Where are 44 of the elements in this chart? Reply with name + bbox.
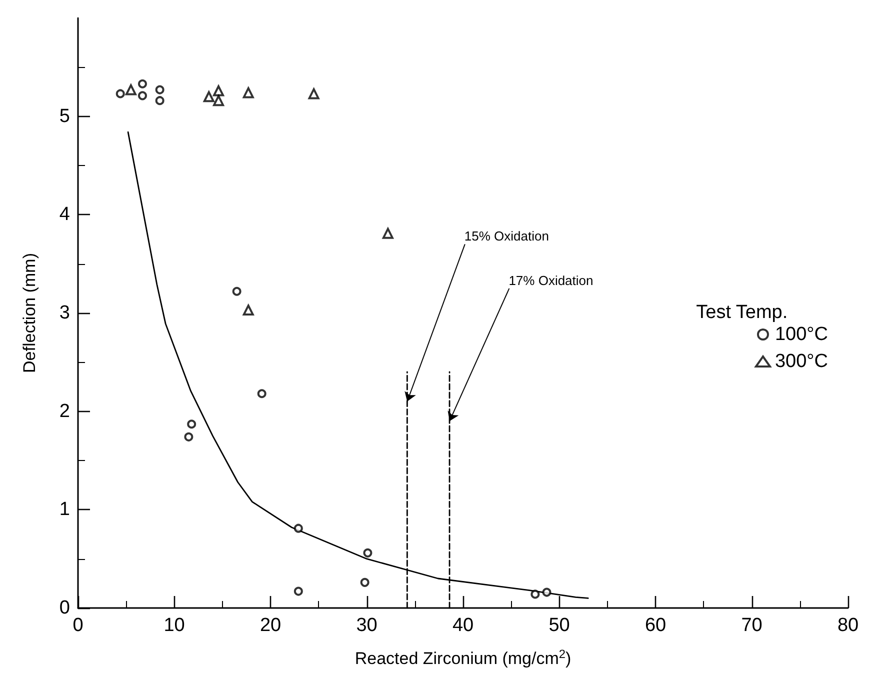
- y-tick-label: 3: [59, 302, 70, 324]
- point: [203, 91, 214, 102]
- x-tick-label: 70: [741, 615, 762, 636]
- y-axis-title: Deflection (mm): [20, 253, 39, 373]
- annotation: 17% Oxidation: [508, 272, 594, 288]
- point: [187, 420, 196, 429]
- point: [125, 84, 136, 96]
- point: [138, 91, 147, 100]
- point: [542, 588, 552, 597]
- y-tick-label: 4: [59, 204, 70, 226]
- annotation: 15% Oxidation: [464, 228, 549, 244]
- x-tick-label: 10: [164, 615, 185, 636]
- point: [294, 524, 303, 533]
- point: [308, 88, 320, 100]
- point: [242, 304, 254, 316]
- point: [257, 389, 266, 398]
- x-tick-label: 30: [356, 615, 378, 636]
- point: [360, 578, 370, 587]
- x-tick-label: 80: [837, 615, 859, 636]
- point: [213, 95, 224, 106]
- y-tick-label: 1: [59, 499, 70, 520]
- point: [232, 286, 242, 296]
- y-tick-label: 5: [59, 106, 70, 127]
- point: [155, 96, 164, 106]
- point: [184, 432, 194, 442]
- point: [530, 590, 540, 599]
- point: [382, 228, 394, 239]
- point: [213, 85, 224, 96]
- legend-label: 100°C: [774, 324, 828, 345]
- point: [242, 87, 254, 98]
- y-tick-label: 0: [59, 598, 70, 618]
- legend-label: 300°C: [774, 351, 828, 372]
- point: [138, 79, 147, 88]
- point: [155, 85, 164, 94]
- point: [294, 586, 303, 596]
- x-tick-label: 60: [644, 615, 666, 636]
- x-tick-label: 20: [260, 615, 282, 636]
- point: [363, 548, 372, 558]
- legend-title: Test Temp.: [696, 302, 788, 323]
- x-tick-label: 40: [452, 615, 474, 636]
- y-tick-label: 2: [59, 400, 70, 422]
- point: [116, 89, 125, 98]
- x-tick-label: 0: [72, 615, 84, 636]
- x-tick-label: 50: [548, 615, 570, 636]
